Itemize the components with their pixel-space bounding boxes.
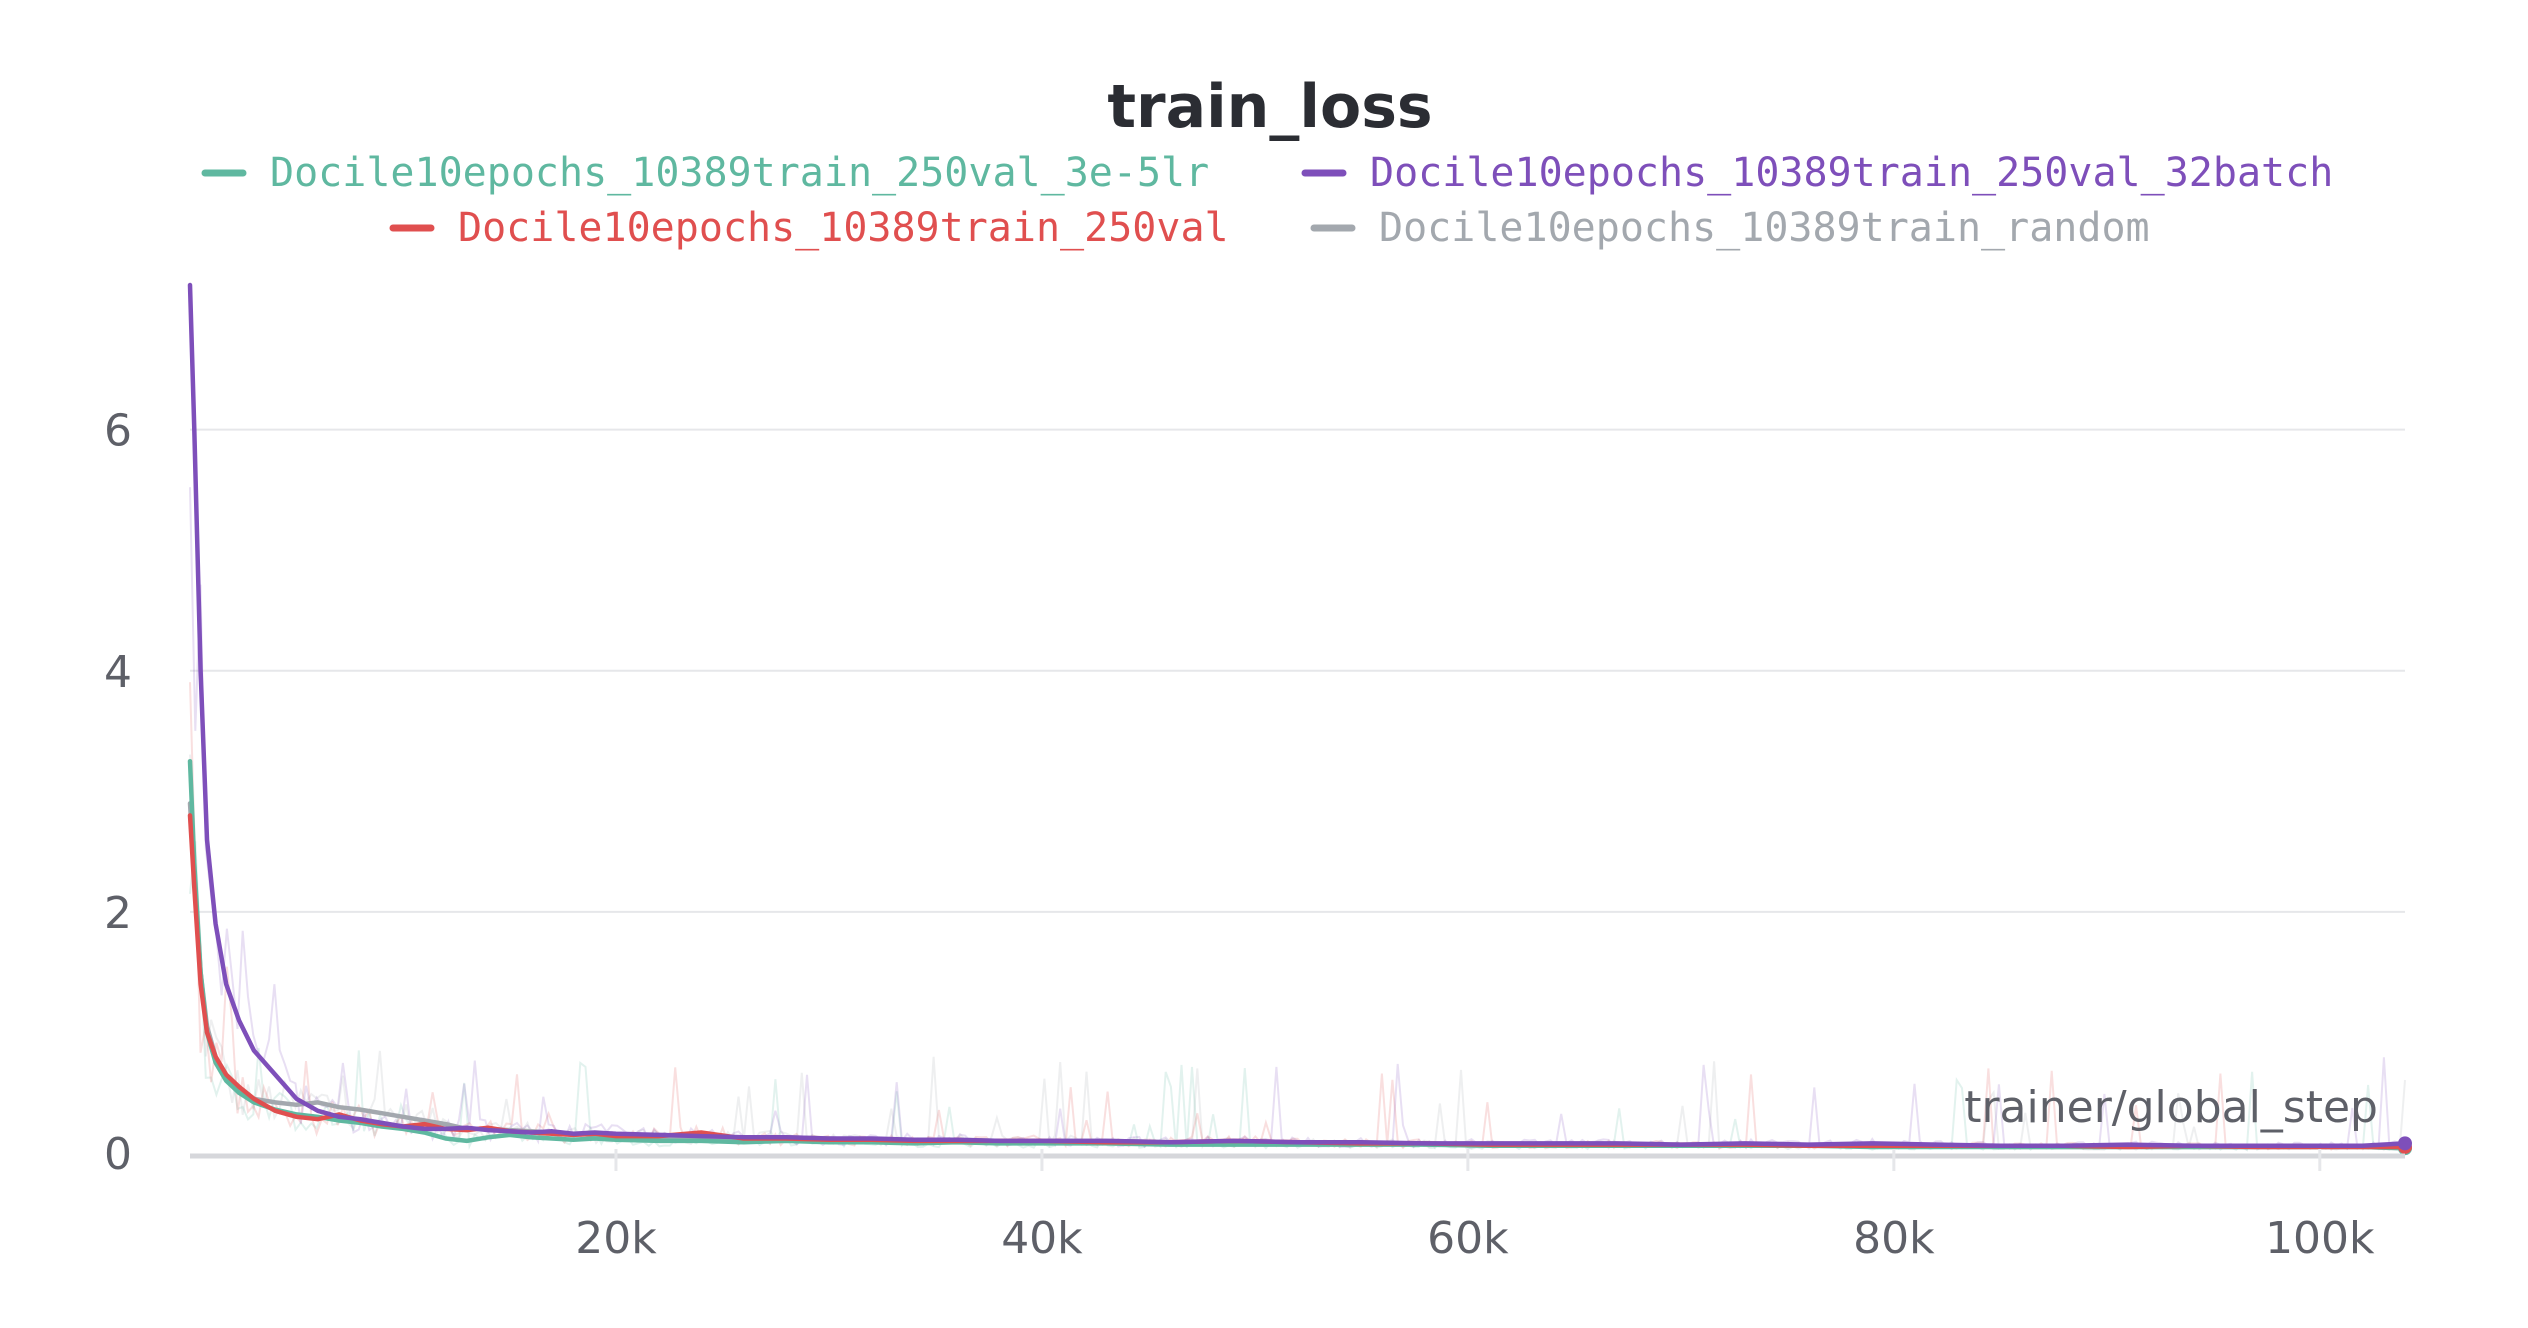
raw-traces xyxy=(189,487,2406,1152)
legend-item-docile10epochs-10389train-250val-3e-5lr[interactable]: Docile10epochs_10389train_250val_3e-5lr xyxy=(201,150,1209,196)
legend-label: Docile10epochs_10389train_random xyxy=(1379,205,2150,251)
legend-item-docile10epochs-10389train-250val-32batch[interactable]: Docile10epochs_10389train_250val_32batch xyxy=(1301,150,2333,196)
x-tick-label: 80k xyxy=(1853,1213,1935,1264)
series-endpoint-docile10epochs-10389train-250val-32batch xyxy=(2398,1136,2412,1151)
legend-label: Docile10epochs_10389train_250val_32batch xyxy=(1370,150,2333,196)
legend-item-docile10epochs-10389train-250val[interactable]: Docile10epochs_10389train_250val xyxy=(389,205,1229,251)
grid xyxy=(190,428,2405,913)
x-tick-label: 100k xyxy=(2265,1213,2375,1264)
x-axis-title: trainer/global_step xyxy=(1964,1082,2378,1133)
y-axis: 0 2 4 6 xyxy=(104,406,2405,1180)
y-tick-label: 0 xyxy=(104,1129,132,1180)
y-tick-label: 4 xyxy=(104,647,132,698)
x-tick-label: 60k xyxy=(1427,1213,1509,1264)
legend-item-docile10epochs-10389train-random[interactable]: Docile10epochs_10389train_random xyxy=(1310,205,2150,251)
legend-label: Docile10epochs_10389train_250val xyxy=(458,205,1229,251)
legend-label: Docile10epochs_10389train_250val_3e-5lr xyxy=(270,150,1209,196)
chart-title: train_loss xyxy=(1107,72,1432,142)
y-tick-label: 2 xyxy=(104,888,132,939)
raw-trace-docile10epochs-10389train-250val-32batch xyxy=(189,487,2406,1151)
series-line-docile10epochs-10389train-250val-32batch[interactable] xyxy=(187,282,2408,1149)
raw-trace-docile10epochs-10389train-250val xyxy=(189,682,2406,1151)
legend: Docile10epochs_10389train_250val_3e-5lr D… xyxy=(201,150,2333,251)
x-tick-label: 40k xyxy=(1001,1213,1083,1264)
x-axis: 20k 40k 60k 80k 100k xyxy=(575,1149,2375,1264)
series-lines xyxy=(187,282,2412,1156)
y-tick-label: 6 xyxy=(104,406,132,457)
x-tick-label: 20k xyxy=(575,1213,657,1264)
